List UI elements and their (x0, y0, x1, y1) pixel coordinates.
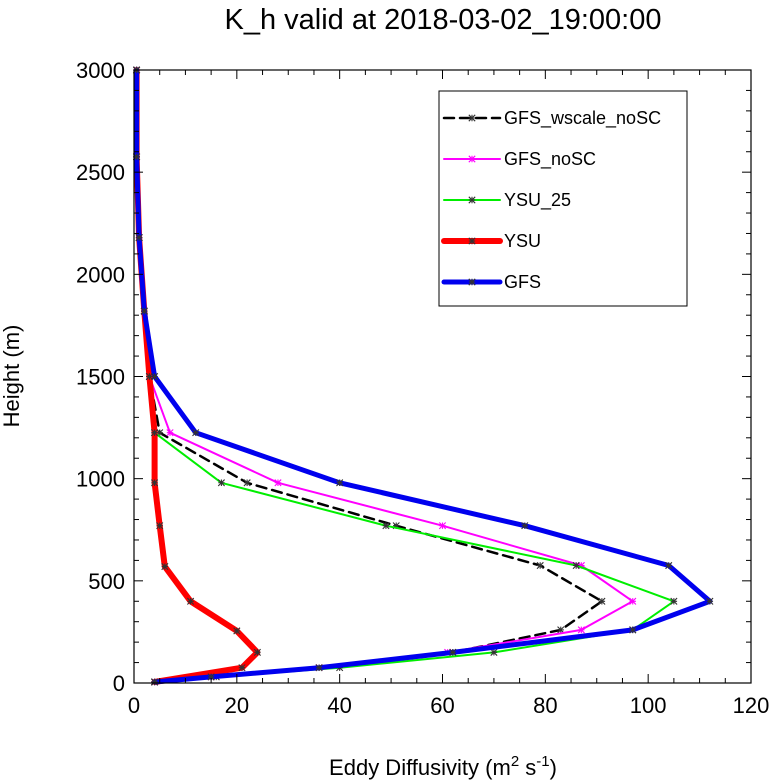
data-point-gfs (665, 561, 673, 570)
ticks-layer: 0 20 40 60 80 100 120 0 500 1000 1500 2000 2500 3000 (76, 58, 769, 718)
data-point-ysu (145, 372, 154, 381)
data-point-gfs-nosc (438, 522, 447, 530)
y-tick-label: 500 (88, 569, 125, 594)
legend-item-gfs-nosc: GFS_noSC (443, 149, 596, 170)
data-point-gfs (207, 673, 215, 681)
data-point-ysu (156, 522, 164, 530)
data-point-gfs (132, 153, 141, 161)
x-axis-unit-base: m (492, 755, 510, 780)
data-point-gfs-wscale-nosc (557, 626, 565, 634)
y-tick-label: 2500 (76, 160, 125, 185)
x-tick-label: 80 (533, 693, 557, 718)
data-point-ysu-25 (572, 561, 580, 570)
legend-item-ysu: YSU (441, 231, 541, 251)
x-tick-label: 40 (327, 693, 351, 718)
legend-marker (468, 155, 476, 163)
legend-item-gfs: GFS (441, 272, 541, 292)
y-tick-label: 2000 (76, 262, 125, 287)
data-point-gfs-wscale-nosc (156, 429, 164, 437)
data-point-gfs (150, 372, 159, 381)
data-point-gfs (449, 648, 457, 656)
series-layer (132, 66, 714, 686)
data-point-gfs-wscale-nosc (598, 597, 606, 605)
data-point-ysu (150, 479, 159, 487)
data-point-gfs (315, 664, 323, 672)
data-point-ysu (233, 627, 241, 635)
data-point-gfs-nosc (577, 626, 585, 634)
data-point-gfs (336, 479, 344, 487)
y-tick-label: 3000 (76, 58, 125, 83)
x-axis-unit-exp2: -1 (536, 753, 549, 770)
x-axis-label-close: ) (550, 755, 557, 780)
x-axis-label-text: Eddy Diffusivity (329, 755, 479, 780)
legend-label: YSU (504, 231, 541, 251)
x-axis-unit-mid: s (519, 755, 536, 780)
x-axis-unit-exp1: 2 (511, 753, 519, 770)
x-axis-label: Eddy Diffusivity (m2 s-1) (329, 753, 557, 780)
legend: GFS_wscale_noSC GFS_noSC YSU_25 YSU GFS (438, 90, 688, 307)
data-point-ysu (238, 664, 246, 672)
data-point-ysu-25 (217, 479, 225, 487)
data-point-ysu (253, 648, 261, 656)
legend-marker (468, 196, 476, 204)
data-point-gfs-wscale-nosc (536, 561, 544, 570)
data-point-gfs (521, 522, 529, 530)
x-tick-label: 0 (128, 693, 140, 718)
x-axis-label-open: ( (479, 755, 493, 780)
x-tick-label: 20 (225, 693, 249, 718)
data-point-ysu (161, 562, 169, 571)
y-tick-label: 1000 (76, 467, 125, 492)
legend-box (438, 90, 688, 307)
legend-label: GFS_wscale_noSC (504, 108, 661, 129)
legend-label: YSU_25 (504, 190, 571, 211)
legend-marker (468, 114, 476, 122)
legend-marker (468, 278, 476, 286)
data-point-ysu (150, 429, 159, 437)
data-point-gfs-nosc (629, 597, 637, 605)
data-point-gfs (140, 307, 148, 315)
y-tick-label: 0 (113, 671, 125, 696)
data-point-gfs (192, 429, 200, 437)
data-point-gfs (150, 678, 159, 686)
data-point-gfs-wscale-nosc (392, 522, 400, 530)
x-tick-label: 60 (430, 693, 454, 718)
data-point-ysu (186, 597, 195, 605)
data-point-gfs (629, 626, 637, 634)
data-point-gfs-nosc (577, 561, 585, 570)
data-point-gfs-wscale-nosc (243, 479, 251, 487)
data-point-ysu-25 (670, 597, 678, 605)
data-point-gfs-nosc (166, 429, 174, 437)
y-axis-label: Height (m) (0, 325, 24, 428)
x-tick-label: 100 (630, 693, 667, 718)
y-tick-label: 1500 (76, 365, 125, 390)
chart-title: K_h valid at 2018-03-02_19:00:00 (225, 4, 662, 36)
data-point-ysu-25 (382, 522, 390, 530)
data-point-gfs (706, 597, 714, 605)
legend-label: GFS_noSC (504, 149, 596, 170)
data-point-ysu-25 (490, 648, 498, 656)
data-point-gfs (135, 233, 143, 242)
data-point-gfs-nosc (274, 479, 282, 487)
legend-item-ysu-25: YSU_25 (443, 190, 571, 211)
legend-item-gfs-wscale-nosc: GFS_wscale_noSC (442, 108, 661, 129)
x-tick-label: 120 (733, 693, 770, 718)
legend-marker (468, 237, 476, 245)
legend-label: GFS (504, 272, 541, 292)
